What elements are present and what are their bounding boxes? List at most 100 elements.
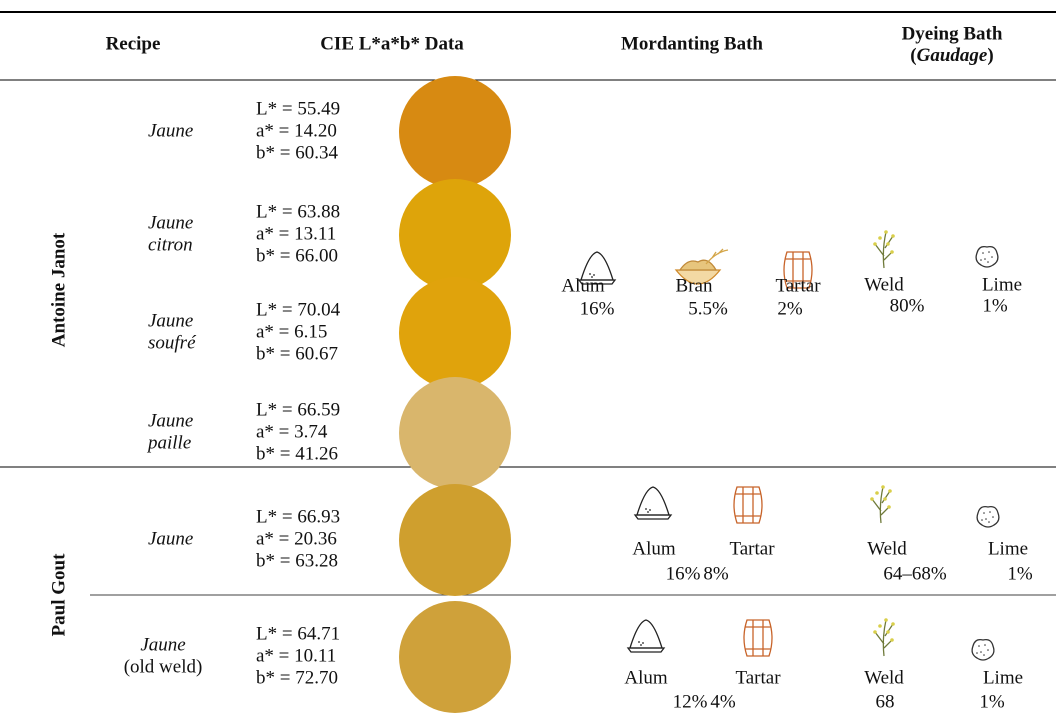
lime-icon	[976, 247, 998, 267]
ingredient: Alum	[624, 667, 668, 688]
lab-value: a* = 10.11	[256, 645, 336, 666]
amount: 12%	[673, 691, 708, 712]
lab-value: L* = 55.49	[256, 98, 340, 119]
flower	[878, 624, 882, 628]
dot	[981, 519, 983, 521]
lab-value: b* = 66.00	[256, 245, 338, 266]
group-label: Paul Gout	[48, 553, 69, 637]
lab-value: b* = 63.28	[256, 550, 338, 571]
dot	[991, 256, 993, 258]
lab-value: a* = 13.11	[256, 223, 336, 244]
dot	[992, 516, 994, 518]
amount: 64–68%	[883, 563, 947, 584]
amount: 1%	[979, 691, 1005, 712]
lump	[972, 640, 994, 660]
lab-value: b* = 72.70	[256, 667, 338, 688]
flower	[891, 622, 895, 626]
lab-value: b* = 60.67	[256, 343, 338, 364]
lab-value: a* = 6.15	[256, 321, 327, 342]
dot	[980, 259, 982, 261]
ingredient: Lime	[983, 667, 1023, 688]
lime-icon	[972, 640, 994, 660]
dot	[988, 521, 990, 523]
recipe-qualifier: soufré	[148, 332, 197, 353]
ingredient: Weld	[864, 274, 904, 295]
flower	[870, 497, 874, 501]
flower	[886, 630, 890, 634]
flower	[890, 638, 894, 642]
recipe-name: Jaune	[140, 634, 185, 655]
flower	[888, 489, 892, 493]
ingredient: Weld	[864, 667, 904, 688]
base	[635, 515, 671, 519]
grain	[640, 644, 642, 646]
pile	[630, 620, 662, 648]
paren: )	[987, 45, 993, 66]
flower	[886, 242, 890, 246]
grain	[647, 511, 649, 513]
lab-value: L* = 63.88	[256, 201, 340, 222]
dot	[980, 651, 982, 653]
flower	[881, 485, 885, 489]
amount: 1%	[1007, 563, 1033, 584]
weld-icon	[873, 230, 895, 268]
stem	[875, 232, 893, 268]
swatch	[399, 277, 511, 389]
swatch	[399, 601, 511, 713]
alum-icon	[635, 487, 671, 519]
grain	[649, 509, 651, 511]
header-recipe: Recipe	[106, 33, 161, 54]
weld-icon	[873, 618, 895, 656]
lab-value: L* = 70.04	[256, 299, 341, 320]
tartar-icon	[744, 620, 772, 656]
dot	[985, 518, 987, 520]
barrel	[734, 487, 762, 523]
group-label: Antoine Janot	[48, 232, 69, 347]
header-cie: CIE L*a*b* Data	[320, 33, 464, 54]
recipe-name: Jaune	[148, 410, 193, 431]
stem	[875, 620, 893, 656]
flower	[887, 505, 891, 509]
lab-value: a* = 20.36	[256, 528, 337, 549]
recipe-note: (old weld)	[124, 656, 203, 677]
swatch	[399, 179, 511, 291]
ingredient: Alum	[632, 538, 676, 559]
lab-value: b* = 41.26	[256, 443, 338, 464]
weld-icon	[870, 485, 892, 523]
flower	[891, 234, 895, 238]
lab-value: b* = 60.34	[256, 142, 338, 163]
recipe-name: Jaune	[148, 212, 193, 233]
ingredient: Lime	[988, 538, 1028, 559]
swatch	[399, 377, 511, 489]
header-dyeing: Dyeing Bath	[902, 23, 1003, 44]
dot	[987, 649, 989, 651]
flower	[878, 236, 882, 240]
amount: 4%	[710, 691, 736, 712]
lump	[977, 507, 999, 527]
flower	[884, 618, 888, 622]
ingredient: Lime	[982, 274, 1022, 295]
pile	[637, 487, 669, 515]
recipe-name: Jaune	[148, 120, 193, 141]
flower	[875, 491, 879, 495]
amount: 5.5%	[688, 298, 728, 319]
flower	[890, 250, 894, 254]
lime-icon	[977, 507, 999, 527]
amount: 16%	[666, 563, 701, 584]
recipe-name: Jaune	[148, 528, 193, 549]
dot	[983, 512, 985, 514]
dot	[982, 252, 984, 254]
flower	[884, 230, 888, 234]
lab-value: L* = 64.71	[256, 623, 340, 644]
ingredient: Tartar	[775, 275, 821, 296]
grain	[642, 642, 644, 644]
lab-value: L* = 66.93	[256, 506, 340, 527]
dot	[989, 511, 991, 513]
lab-value: L* = 66.59	[256, 399, 340, 420]
dot	[984, 258, 986, 260]
hoops	[745, 620, 771, 656]
ingredient: Weld	[867, 538, 907, 559]
dot	[984, 644, 986, 646]
grain	[645, 508, 647, 510]
dot	[978, 645, 980, 647]
